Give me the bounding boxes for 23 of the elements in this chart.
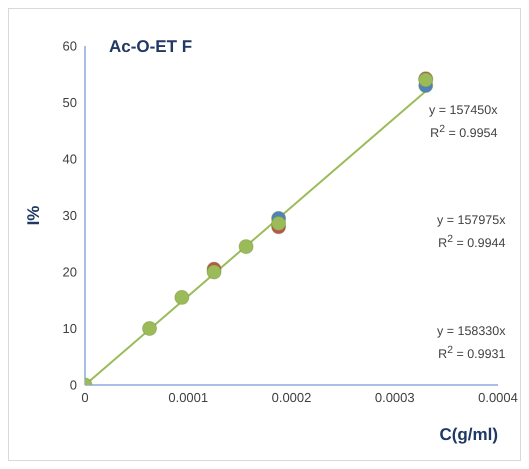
y-tick-label: 40	[62, 152, 77, 167]
x-axis-title: C(g/ml)	[439, 425, 498, 444]
point	[238, 239, 254, 254]
point	[271, 216, 286, 231]
annotation: y = 157975x R$^{2}$ = 0.9944	[437, 212, 506, 252]
x-tick-label: 0.0004	[478, 390, 518, 406]
annotation: y = 157450x R$^{2}$ = 0.9954	[429, 102, 498, 142]
x-tick-label: 0.0001	[168, 390, 208, 406]
y-tick-label: 60	[62, 38, 77, 54]
annotation: y = 158330x R$^{2}$ = 0.9931	[437, 323, 506, 364]
point	[142, 321, 158, 336]
y-tick-label: 50	[62, 95, 77, 110]
x-tick-label: 0.0003	[374, 390, 415, 406]
x-tick-label: 0	[81, 390, 89, 406]
y-tick-label: 30	[62, 208, 77, 224]
y-tick-label: 10	[62, 321, 77, 336]
x-tick-label: 0.0002	[272, 390, 312, 406]
chart-title: Ac-O-ET F	[109, 37, 192, 57]
y-tick-label: 20	[62, 264, 77, 280]
point	[174, 290, 190, 305]
point	[206, 264, 222, 280]
y-axis-title: I%	[24, 206, 44, 226]
y-tick-label: 0	[70, 378, 77, 393]
